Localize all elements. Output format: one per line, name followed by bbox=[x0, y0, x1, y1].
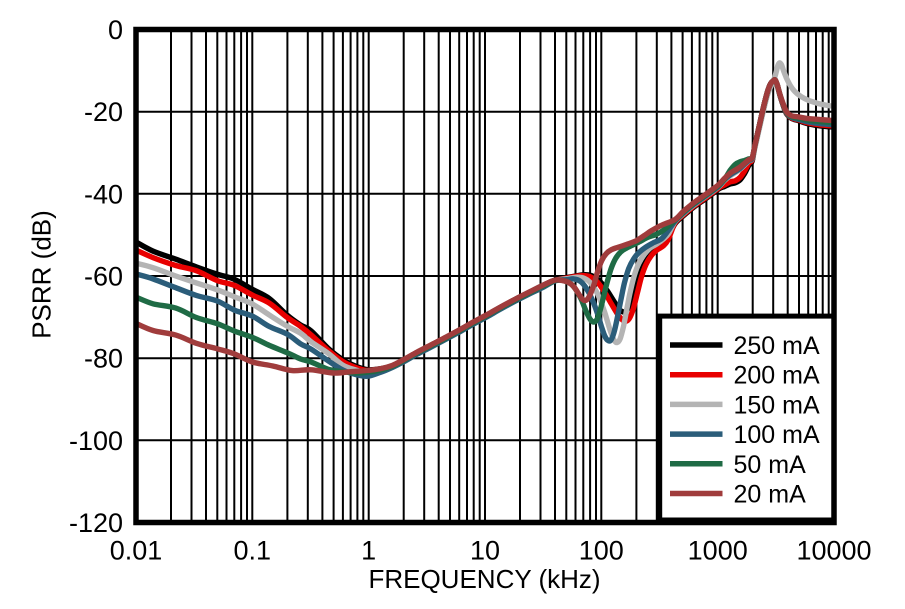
svg-text:0: 0 bbox=[108, 15, 123, 45]
svg-text:1000: 1000 bbox=[688, 536, 748, 566]
svg-text:200 mA: 200 mA bbox=[734, 362, 820, 390]
svg-text:-100: -100 bbox=[69, 426, 123, 456]
svg-text:-40: -40 bbox=[84, 179, 123, 209]
svg-text:0.1: 0.1 bbox=[234, 536, 272, 566]
svg-text:10000: 10000 bbox=[796, 536, 871, 566]
svg-text:1: 1 bbox=[361, 536, 376, 566]
svg-text:-80: -80 bbox=[84, 344, 123, 374]
svg-text:10: 10 bbox=[470, 536, 500, 566]
svg-text:20 mA: 20 mA bbox=[734, 481, 807, 509]
svg-text:-20: -20 bbox=[84, 97, 123, 127]
svg-text:100: 100 bbox=[579, 536, 624, 566]
svg-text:50 mA: 50 mA bbox=[734, 451, 807, 479]
svg-text:-120: -120 bbox=[69, 508, 123, 538]
svg-text:PSRR (dB): PSRR (dB) bbox=[27, 210, 57, 339]
svg-text:150 mA: 150 mA bbox=[734, 391, 820, 419]
svg-text:-60: -60 bbox=[84, 262, 123, 292]
svg-text:100 mA: 100 mA bbox=[734, 421, 820, 449]
svg-text:FREQUENCY (kHz): FREQUENCY (kHz) bbox=[368, 564, 600, 594]
svg-text:250 mA: 250 mA bbox=[734, 332, 820, 360]
svg-text:0.01: 0.01 bbox=[110, 536, 163, 566]
